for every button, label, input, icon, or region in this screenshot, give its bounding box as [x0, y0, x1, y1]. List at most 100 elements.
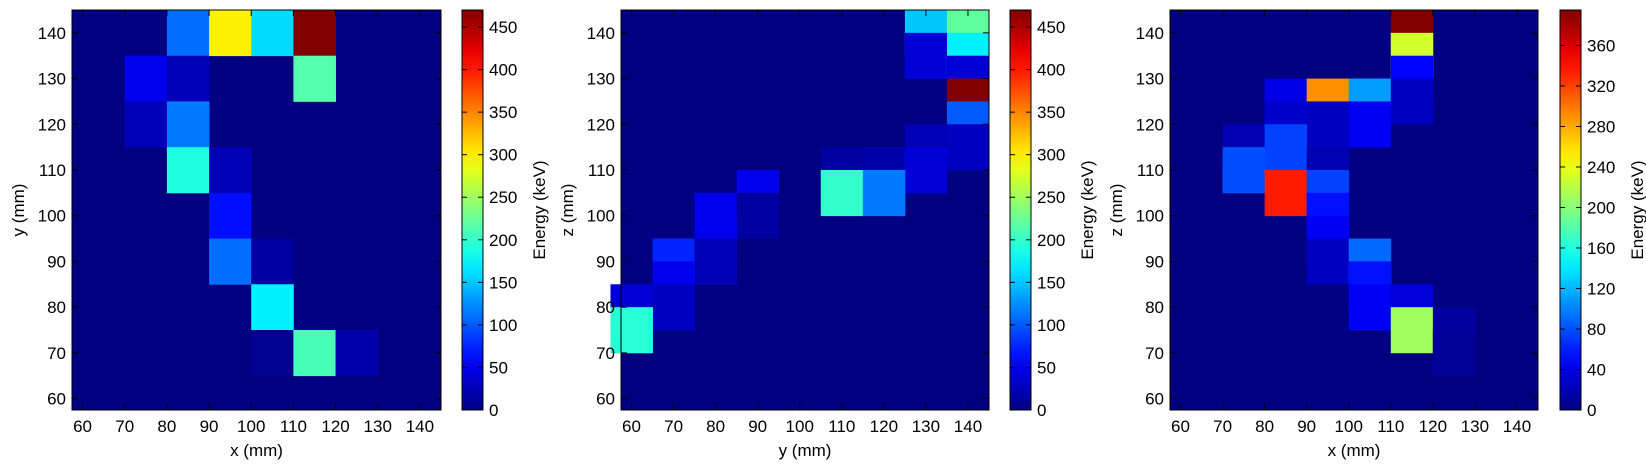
colorbar-tick-label: 320	[1587, 77, 1615, 96]
x-tick-label: 60	[73, 417, 92, 436]
x-tick-label: 130	[912, 417, 940, 436]
heatmap-cell	[166, 101, 210, 148]
heatmap-cell	[610, 307, 653, 354]
colorbar-tick-label: 160	[1587, 239, 1615, 258]
colorbar-tick-label: 280	[1587, 117, 1615, 136]
heatmap-cell	[736, 192, 780, 239]
axes-frame	[1169, 9, 1539, 411]
y-tick-label: 70	[1145, 344, 1164, 363]
heatmap-cell	[1390, 78, 1434, 125]
axes-frame	[620, 9, 990, 411]
colorbar-tick-label: 0	[1037, 401, 1046, 420]
x-tick-label: 80	[1255, 417, 1274, 436]
x-tick-label: 60	[1171, 417, 1190, 436]
x-tick-label: 90	[1297, 417, 1316, 436]
y-tick-label: 60	[1145, 390, 1164, 409]
heatmap-cell	[652, 284, 695, 331]
x-tick-label: 110	[1377, 417, 1404, 436]
y-tick-label: 140	[38, 24, 66, 43]
colorbar-tick-label: 150	[1037, 273, 1065, 292]
colorbar-tick-label: 150	[489, 273, 517, 292]
y-tick-label: 90	[47, 252, 66, 271]
x-tick-label: 100	[1335, 417, 1363, 436]
heatmap-cell	[166, 10, 210, 57]
colorbar	[1009, 9, 1032, 411]
y-axis-label: y (mm)	[9, 184, 28, 237]
x-axis-label: x (mm)	[230, 441, 283, 460]
colorbar	[1559, 9, 1582, 411]
heatmap-cell	[335, 330, 379, 377]
x-axis-label: y (mm)	[779, 441, 832, 460]
heatmap-panel-2: 60 70 80 90 100 110 120 130 140 60 70 80 90 100 110 120…	[558, 9, 1097, 460]
y-tick-label: 130	[1136, 70, 1164, 89]
y-tick-label: 90	[1145, 252, 1164, 271]
heatmap-cell	[209, 147, 252, 194]
heatmap-cell	[209, 192, 252, 239]
heatmap-cell	[209, 10, 252, 57]
colorbar-tick-label: 240	[1587, 158, 1615, 177]
heatmap-cell	[1348, 101, 1392, 148]
colorbar-tick-label: 0	[1587, 401, 1596, 420]
heatmap-cell	[293, 330, 336, 377]
heatmap-cell	[251, 10, 294, 57]
y-tick-label: 120	[587, 115, 615, 134]
heatmap-cell	[1264, 124, 1308, 171]
y-tick-label: 100	[38, 207, 66, 226]
x-tick-label: 70	[1213, 417, 1232, 436]
heatmap-cell	[904, 147, 948, 194]
heatmap-cell	[1222, 147, 1266, 194]
heatmap-cell	[1348, 284, 1392, 331]
heatmap-cell	[209, 238, 252, 285]
x-tick-label: 120	[1419, 417, 1447, 436]
x-axis-label: x (mm)	[1328, 441, 1381, 460]
colorbar-label: Energy (keV)	[1628, 160, 1646, 259]
colorbar-tick-label: 40	[1587, 360, 1606, 379]
colorbar-tick-label: 200	[1587, 198, 1615, 217]
heatmap-cell	[862, 170, 906, 217]
heatmap-cell	[166, 147, 210, 194]
colorbar-tick-label: 350	[489, 103, 517, 122]
x-tick-label: 110	[280, 417, 307, 436]
heatmap-cell	[1306, 238, 1350, 285]
colorbar-label: Energy (keV)	[530, 160, 549, 259]
x-tick-label: 90	[200, 417, 219, 436]
heatmap-cell	[293, 55, 336, 102]
heatmap-cell	[1306, 101, 1350, 148]
heatmap-cell	[293, 10, 336, 57]
y-tick-label: 80	[1145, 298, 1164, 317]
colorbar-tick-label: 100	[1037, 316, 1065, 335]
heatmap-cell	[251, 284, 294, 331]
colorbar-tick-label: 400	[489, 61, 517, 80]
x-tick-label: 70	[664, 417, 683, 436]
colorbar-tick-label: 50	[1037, 358, 1056, 377]
y-tick-label: 140	[1136, 24, 1164, 43]
heatmap-cell	[904, 32, 948, 79]
y-tick-label: 120	[1136, 115, 1164, 134]
colorbar-tick-label: 200	[489, 231, 517, 250]
colorbar-tick-label: 450	[1037, 18, 1065, 37]
colorbar-tick-label: 300	[1037, 146, 1065, 165]
colorbar-tick-label: 120	[1587, 279, 1615, 298]
x-tick-label: 120	[321, 417, 349, 436]
x-tick-label: 90	[748, 417, 767, 436]
x-tick-label: 80	[706, 417, 725, 436]
x-tick-label: 60	[622, 417, 641, 436]
colorbar-tick-label: 0	[489, 401, 498, 420]
colorbar-tick-label: 200	[1037, 231, 1065, 250]
colorbar	[461, 9, 484, 411]
x-tick-label: 140	[1503, 417, 1531, 436]
x-tick-label: 100	[237, 417, 265, 436]
heatmap-cell	[1390, 307, 1434, 354]
colorbar-tick-label: 400	[1037, 61, 1065, 80]
x-tick-label: 100	[786, 417, 814, 436]
colorbar-tick-label: 100	[489, 316, 517, 335]
heatmap-cell	[694, 238, 738, 285]
y-tick-label: 110	[1137, 161, 1164, 180]
colorbar-tick-label: 250	[1037, 188, 1065, 207]
colorbar-tick-label: 80	[1587, 320, 1606, 339]
heatmap-cell	[1432, 330, 1476, 377]
y-axis-label: z (mm)	[1107, 184, 1126, 237]
heatmap-cell	[251, 330, 294, 377]
plot-background	[1170, 10, 1538, 410]
